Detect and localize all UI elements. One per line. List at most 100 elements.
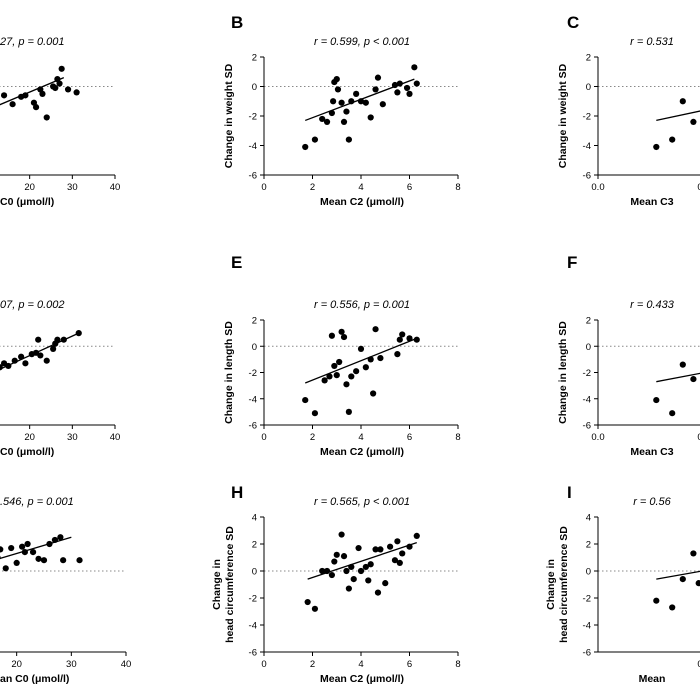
x-tick-label: 40	[121, 659, 132, 670]
data-point	[345, 408, 352, 415]
data-point	[406, 543, 413, 550]
data-point	[326, 373, 333, 380]
regression-line	[0, 77, 65, 106]
data-point	[328, 571, 335, 579]
data-point	[345, 585, 352, 592]
x-axis-title: Mean	[639, 673, 666, 685]
panel-i: Ir = 0.56 0.2 4 2 0 -2 -4 -6 Mean Change inhead c…	[545, 483, 700, 685]
data-point	[0, 555, 1, 560]
data-point	[8, 544, 15, 552]
y-tick-label: 2	[252, 316, 257, 327]
data-point	[653, 143, 660, 151]
y-tick-label: -4	[583, 621, 591, 632]
data-point	[362, 563, 369, 571]
data-point	[679, 98, 686, 105]
data-point	[653, 396, 660, 404]
data-point	[350, 576, 357, 583]
data-point	[302, 396, 309, 404]
data-point	[394, 351, 401, 358]
data-point	[57, 534, 64, 541]
data-point	[343, 381, 350, 388]
data-point	[333, 372, 340, 379]
data-point	[348, 563, 355, 571]
data-point	[302, 143, 309, 151]
x-tick-label: 8	[455, 659, 460, 670]
y-axis-title: Change in weight SD	[557, 63, 569, 168]
data-point	[377, 546, 384, 553]
data-point	[338, 531, 345, 538]
x-axis-title: C0 (μmol/l)	[0, 196, 54, 208]
y-tick-label: -4	[583, 394, 591, 405]
data-point	[399, 550, 406, 557]
x-tick-label: 0	[261, 182, 266, 193]
panel-letter: B	[231, 13, 243, 32]
data-point	[374, 589, 382, 596]
x-tick-label: 20	[24, 432, 35, 443]
x-tick-label: 0.2	[697, 182, 700, 193]
data-point	[304, 598, 311, 606]
data-point	[340, 553, 348, 560]
y-tick-label: -6	[583, 421, 591, 432]
data-point	[338, 328, 345, 335]
data-point	[695, 580, 700, 587]
data-point	[331, 558, 338, 565]
data-point	[653, 597, 660, 604]
data-point	[54, 336, 61, 343]
y-tick-label: 0	[252, 342, 257, 353]
data-point	[40, 557, 48, 564]
data-point	[2, 565, 9, 572]
data-point	[399, 331, 406, 338]
y-tick-label: -6	[583, 648, 591, 659]
panel-letter: I	[567, 483, 572, 502]
data-point	[340, 333, 348, 341]
data-point	[9, 101, 16, 108]
data-point	[690, 550, 697, 557]
x-tick-label: 20	[24, 182, 35, 193]
y-tick-label: -4	[583, 141, 591, 152]
data-point	[328, 332, 335, 339]
panel-letter: H	[231, 483, 243, 502]
x-tick-label: 4	[358, 432, 363, 443]
data-point	[348, 373, 355, 380]
data-point	[379, 101, 386, 108]
data-point	[321, 377, 328, 384]
data-point	[377, 354, 384, 362]
x-axis-title: Mean C2 (μmol/l)	[320, 196, 404, 208]
data-point	[370, 390, 377, 397]
stat-annotation: r = 0.531	[630, 36, 674, 48]
data-point	[32, 104, 40, 111]
regression-line	[656, 372, 700, 383]
data-point	[382, 580, 389, 587]
regression-line	[0, 536, 72, 560]
data-point	[406, 90, 413, 97]
data-point	[403, 84, 411, 92]
x-tick-label: 20	[11, 659, 22, 670]
data-point	[338, 99, 345, 106]
data-point	[411, 64, 418, 71]
y-tick-label: -6	[249, 171, 257, 182]
x-tick-label: 6	[407, 182, 412, 193]
x-tick-label: 2	[310, 182, 315, 193]
x-tick-label: 6	[407, 659, 412, 670]
x-axis-title: Mean C3	[630, 196, 673, 208]
data-point	[367, 561, 374, 568]
data-point	[311, 136, 319, 143]
x-axis-title: an C0 (μmol/l)	[0, 673, 69, 685]
stat-annotation: .546, p = 0.001	[0, 496, 74, 508]
data-point	[22, 92, 29, 99]
y-tick-label: -2	[249, 594, 257, 605]
data-point	[60, 557, 67, 564]
data-point	[413, 532, 420, 540]
stat-annotation: r = 0.599, p < 0.001	[314, 36, 410, 48]
panel-letter: E	[231, 253, 242, 272]
y-axis-title: Change in length SD	[557, 321, 569, 424]
y-tick-label: -2	[249, 112, 257, 123]
stat-annotation: r = 0.56	[633, 496, 671, 508]
y-tick-label: 0	[252, 567, 257, 578]
x-tick-label: 4	[358, 182, 363, 193]
x-tick-label: 4	[358, 659, 363, 670]
data-point	[374, 74, 382, 81]
data-point	[333, 76, 340, 83]
